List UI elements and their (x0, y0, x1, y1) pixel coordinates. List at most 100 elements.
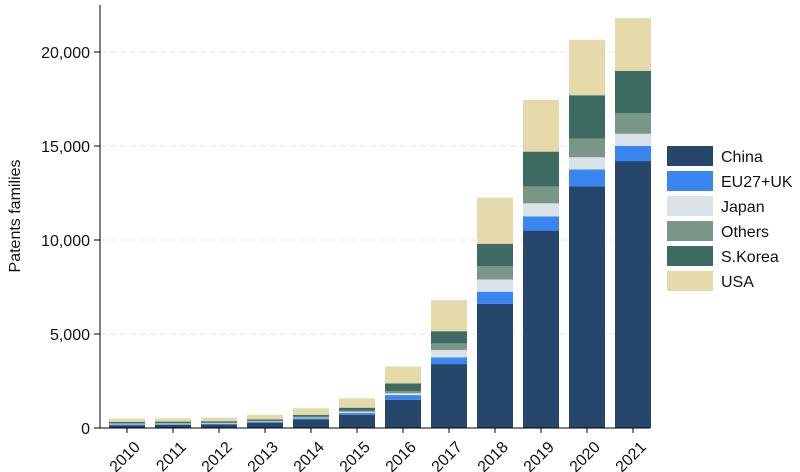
bar-segment-japan (339, 411, 375, 413)
bar-segment-others (201, 422, 237, 424)
x-tick-label: 2013 (245, 439, 282, 472)
y-tick-label: 15,000 (41, 139, 90, 156)
legend-item-others: Others (667, 221, 769, 241)
bar-stack-2015 (339, 398, 375, 428)
legend-label: Japan (721, 199, 765, 216)
bar-stack-2014 (293, 408, 329, 428)
legend-swatch (667, 171, 713, 191)
bar-segment-s-korea (339, 407, 375, 411)
x-tick-label: 2016 (383, 439, 420, 472)
bar-segment-eu27-uk (385, 395, 421, 400)
bar-segment-usa (293, 408, 329, 415)
x-tick-label: 2021 (613, 439, 650, 472)
bar-segment-japan (523, 203, 559, 217)
bar-segment-eu27-uk (523, 216, 559, 231)
x-tick-label: 2015 (337, 439, 374, 472)
bar-segment-s-korea (523, 151, 559, 187)
legend-item-eu27-uk: EU27+UK (667, 171, 793, 191)
bar-segment-eu27-uk (569, 169, 605, 187)
bar-segment-others (385, 390, 421, 394)
bar-segment-usa (201, 417, 237, 422)
y-axis-ticks: 0 5,000 10,000 15,000 20,000 (41, 45, 100, 438)
legend-label: China (721, 149, 763, 166)
bar-segment-eu27-uk (293, 418, 329, 420)
bar-segment-others (155, 423, 191, 424)
bar-segment-eu27-uk (109, 424, 145, 426)
bar-segment-others (293, 416, 329, 418)
bar-segment-usa (523, 99, 559, 152)
legend-swatch (667, 146, 713, 166)
bar-stack-2012 (201, 417, 237, 428)
bar-segment-s-korea (247, 419, 283, 421)
x-tick-label: 2017 (429, 439, 466, 472)
bar-segment-china (293, 419, 329, 428)
x-tick-label: 2018 (475, 439, 512, 472)
legend-label: Others (721, 224, 769, 241)
y-tick-label: 0 (81, 421, 90, 438)
bar-segment-china (155, 424, 191, 428)
bar-segment-usa (155, 418, 191, 422)
bar-segment-japan (569, 157, 605, 170)
bar-segment-china (247, 422, 283, 428)
bar-segment-usa (569, 39, 605, 96)
bar-segment-usa (431, 300, 467, 332)
bar-segment-japan (477, 279, 513, 292)
bar-stack-2011 (155, 418, 191, 428)
bar-segment-s-korea (155, 421, 191, 424)
y-tick-label: 5,000 (50, 327, 90, 344)
bar-segment-china (431, 364, 467, 428)
bar-segment-eu27-uk (339, 412, 375, 415)
legend-swatch (667, 196, 713, 216)
x-axis-ticks: 2010 2011 2012 2013 2014 2015 2016 2017 2018 2019… (107, 428, 650, 472)
bar-segment-s-korea (201, 421, 237, 423)
bar-segment-eu27-uk (247, 421, 283, 423)
bar-stack-2013 (247, 414, 283, 428)
y-tick-label: 20,000 (41, 45, 90, 62)
bar-segment-china (477, 303, 513, 428)
bar-stack-2020 (569, 39, 605, 428)
legend-swatch (667, 221, 713, 241)
bar-stacks (109, 18, 651, 429)
bar-segment-others (615, 113, 651, 134)
legend-label: USA (721, 274, 754, 291)
bar-segment-usa (339, 398, 375, 408)
bar-segment-eu27-uk (431, 357, 467, 365)
bar-segment-eu27-uk (615, 146, 651, 162)
bar-segment-s-korea (615, 70, 651, 114)
bar-segment-others (109, 423, 145, 424)
bar-segment-eu27-uk (201, 423, 237, 425)
bar-segment-eu27-uk (155, 424, 191, 425)
bar-segment-china (201, 424, 237, 428)
bar-segment-usa (247, 414, 283, 420)
bar-segment-s-korea (477, 243, 513, 267)
bar-segment-others (569, 138, 605, 158)
legend-item-china: China (667, 146, 763, 166)
x-tick-label: 2019 (521, 439, 558, 472)
bar-segment-s-korea (385, 383, 421, 391)
legend-label: EU27+UK (721, 174, 793, 191)
bar-stack-2016 (385, 366, 421, 428)
y-tick-label: 10,000 (41, 233, 90, 250)
bar-segment-japan (431, 349, 467, 358)
legend-swatch (667, 246, 713, 266)
bar-segment-china (339, 414, 375, 428)
bar-segment-others (247, 420, 283, 422)
y-axis-label: Patents families (7, 160, 24, 273)
x-tick-label: 2014 (291, 439, 328, 472)
bar-segment-others (431, 343, 467, 350)
legend-item-usa: USA (667, 271, 754, 291)
bar-segment-japan (201, 423, 237, 424)
bar-segment-usa (477, 197, 513, 244)
legend-item-s-korea: S.Korea (667, 246, 779, 266)
legend: China EU27+UK Japan Others S.Korea USA (667, 146, 793, 291)
bar-segment-others (523, 186, 559, 204)
bar-segment-s-korea (293, 414, 329, 417)
bar-segment-china (385, 399, 421, 428)
bar-segment-s-korea (569, 95, 605, 139)
bar-segment-japan (385, 393, 421, 396)
bar-segment-japan (109, 423, 145, 425)
bar-segment-china (523, 230, 559, 428)
bar-stack-2019 (523, 99, 559, 428)
bar-stack-2017 (431, 300, 467, 428)
bar-stack-2010 (109, 418, 145, 428)
